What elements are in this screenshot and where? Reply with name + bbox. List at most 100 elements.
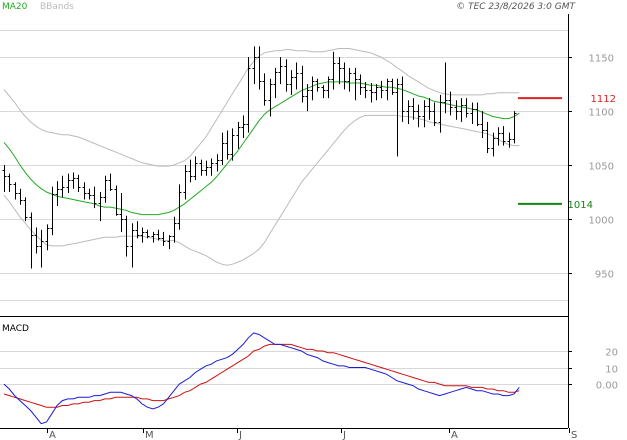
ohlc-bar <box>315 78 320 92</box>
ohlc-bar <box>18 188 23 205</box>
ohlc-bar <box>331 51 336 90</box>
ma20-line <box>3 81 520 216</box>
legend-bbands-label: BBands <box>40 2 74 12</box>
ohlc-bar <box>294 62 299 90</box>
ohlc-bar <box>374 84 379 101</box>
price-y-tick-label: 1150 <box>589 54 614 65</box>
ohlc-bar <box>220 132 225 165</box>
ohlc-bar <box>464 98 469 118</box>
ohlc-bar <box>257 46 262 90</box>
ohlc-bar <box>432 102 437 127</box>
ohlc-bar <box>55 181 60 206</box>
ohlc-bar <box>379 80 384 99</box>
price-y-tick-label: 1000 <box>589 216 614 227</box>
ohlc-bar <box>71 172 76 189</box>
bband-lower-line <box>3 114 520 266</box>
ohlc-bar <box>23 197 28 222</box>
ohlc-bar <box>358 74 363 95</box>
bollinger-bands <box>3 48 520 266</box>
ohlc-bar <box>480 111 485 139</box>
ohlc-bar <box>369 83 374 103</box>
ohlc-bar <box>215 154 220 172</box>
ohlc-bar <box>475 102 480 127</box>
ohlc-bar <box>124 215 129 257</box>
ohlc-bar <box>470 102 475 125</box>
ohlc-bar <box>82 182 87 200</box>
ohlc-bar <box>438 94 443 133</box>
macd-y-tick-label: 20 <box>605 348 618 359</box>
ohlc-bar <box>230 128 235 161</box>
macd-y-tick-label: 0.00 <box>596 381 618 392</box>
ohlc-bar <box>278 57 283 85</box>
ohlc-bar <box>177 184 182 230</box>
ohlc-bar <box>183 165 188 200</box>
ohlc-bar <box>209 158 214 176</box>
ohlc-bar <box>140 227 145 243</box>
ohlc-bar <box>29 212 34 269</box>
ohlc-bar <box>400 76 405 122</box>
ohlc-bar <box>507 132 512 148</box>
ohlc-bar <box>34 227 39 254</box>
ohlc-bar <box>491 132 496 157</box>
price-y-tick-label: 950 <box>595 270 614 281</box>
ohlc-bar <box>342 62 347 90</box>
macd-lines <box>3 332 520 425</box>
ohlc-bar <box>193 156 198 181</box>
ohlc-bar <box>310 76 315 101</box>
ohlc-bar <box>13 182 18 200</box>
ohlc-bar <box>2 165 7 192</box>
copyright-text: © TEC 23/8/2026 3:0 GMT <box>456 2 576 12</box>
ohlc-bar <box>130 223 135 268</box>
ohlc-bar <box>501 126 506 146</box>
ohlc-bar <box>236 121 241 149</box>
price-levels: 1112 1014 <box>518 94 616 211</box>
level-label-support: 1014 <box>568 200 593 211</box>
ohlc-bar <box>87 188 92 200</box>
ohlc-bar <box>406 100 411 125</box>
ohlc-bar <box>385 78 390 101</box>
macd-y-axis: 20 10 0.00 <box>568 348 618 392</box>
ohlc-bar <box>395 78 400 157</box>
x-month-label: A <box>49 430 56 440</box>
ma20-layer <box>3 81 520 216</box>
ohlc-bar <box>188 159 193 183</box>
bband-upper-line <box>3 48 520 167</box>
ohlc-bar <box>252 46 257 85</box>
ohlc-bar <box>156 229 161 241</box>
ohlc-bar <box>496 127 501 146</box>
price-pane: 950 1000 1050 1100 1150 1112 1014 <box>0 14 616 316</box>
ohlc-bar <box>443 62 448 114</box>
ohlc-bar <box>172 216 177 243</box>
ohlc-bar <box>305 84 310 112</box>
ohlc-bar <box>39 229 44 268</box>
macd-grid <box>0 351 568 385</box>
ohlc-bar <box>326 76 331 99</box>
ohlc-bar <box>98 191 103 222</box>
ohlc-bar <box>225 130 230 160</box>
ohlc-bar <box>512 111 517 144</box>
ohlc-bar <box>119 193 124 232</box>
x-month-label: S <box>571 430 577 440</box>
signal-line <box>3 343 520 408</box>
ohlc-bar <box>161 231 166 246</box>
ohlc-bar <box>135 221 140 239</box>
ohlc-bar <box>268 78 273 117</box>
level-label-resistance: 1112 <box>591 94 616 105</box>
ohlc-bar <box>151 231 156 243</box>
ohlc-bar <box>108 173 113 191</box>
price-y-tick-label: 1050 <box>589 162 614 173</box>
ohlc-bars <box>2 46 517 269</box>
ohlc-bar <box>273 67 278 99</box>
ohlc-bar <box>289 70 294 95</box>
price-y-axis: 950 1000 1050 1100 1150 <box>568 54 614 281</box>
x-month-label: M <box>145 430 154 440</box>
ohlc-bar <box>114 185 119 216</box>
x-month-label: J <box>238 430 242 440</box>
macd-pane: MACD 20 10 0.00 <box>0 324 618 425</box>
ohlc-bar <box>454 100 459 120</box>
macd-y-tick-label: 10 <box>605 365 618 376</box>
ohlc-bar <box>76 174 81 192</box>
ohlc-bar <box>337 57 342 85</box>
